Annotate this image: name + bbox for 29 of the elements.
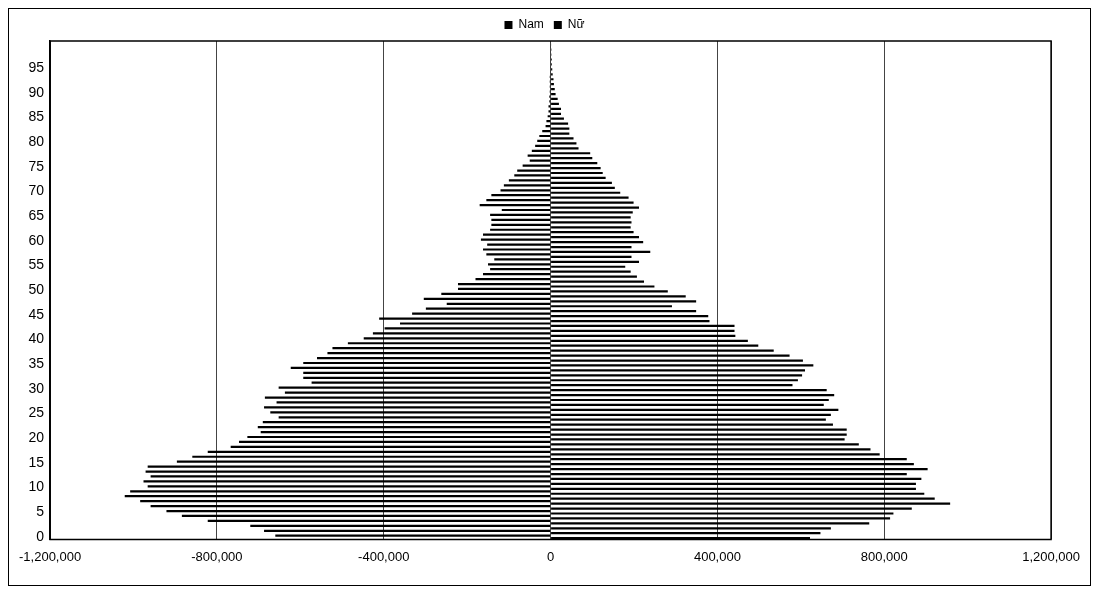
x-tick-label: 400,000 bbox=[693, 548, 741, 564]
y-tick-label: 80 bbox=[28, 133, 45, 150]
x-tick-label: -800,000 bbox=[191, 548, 243, 564]
y-tick-label: 30 bbox=[28, 379, 45, 396]
y-tick-label: 60 bbox=[28, 231, 45, 248]
y-tick-label: 65 bbox=[28, 207, 45, 224]
x-tick-label: 0 bbox=[546, 548, 555, 564]
y-tick-label: 90 bbox=[28, 83, 45, 100]
y-tick-label: 70 bbox=[28, 182, 45, 199]
y-tick-label: 20 bbox=[28, 429, 45, 446]
legend-label: Nữ bbox=[567, 17, 585, 32]
y-tick-label: 55 bbox=[28, 256, 45, 273]
x-tick-label: 1,200,000 bbox=[1022, 548, 1081, 564]
y-tick-label: 50 bbox=[28, 281, 45, 298]
y-tick-label: 95 bbox=[28, 59, 45, 75]
x-tick-label: -400,000 bbox=[358, 548, 410, 564]
y-tick-label: 10 bbox=[28, 478, 45, 495]
legend-label: Nam bbox=[518, 17, 544, 32]
y-tick-label: 25 bbox=[28, 404, 45, 421]
x-tick-label: -1,200,000 bbox=[19, 548, 82, 564]
y-tick-label: 5 bbox=[36, 503, 45, 520]
y-tick-label: 35 bbox=[28, 355, 45, 372]
y-tick-label: 40 bbox=[28, 330, 45, 347]
y-tick-label: 85 bbox=[28, 108, 45, 125]
y-tick-label: 45 bbox=[28, 305, 45, 322]
y-tick-label: 75 bbox=[28, 157, 45, 174]
y-tick-label: 15 bbox=[28, 453, 45, 470]
y-tick-label: 0 bbox=[36, 527, 45, 544]
x-tick-label: 800,000 bbox=[860, 548, 908, 564]
